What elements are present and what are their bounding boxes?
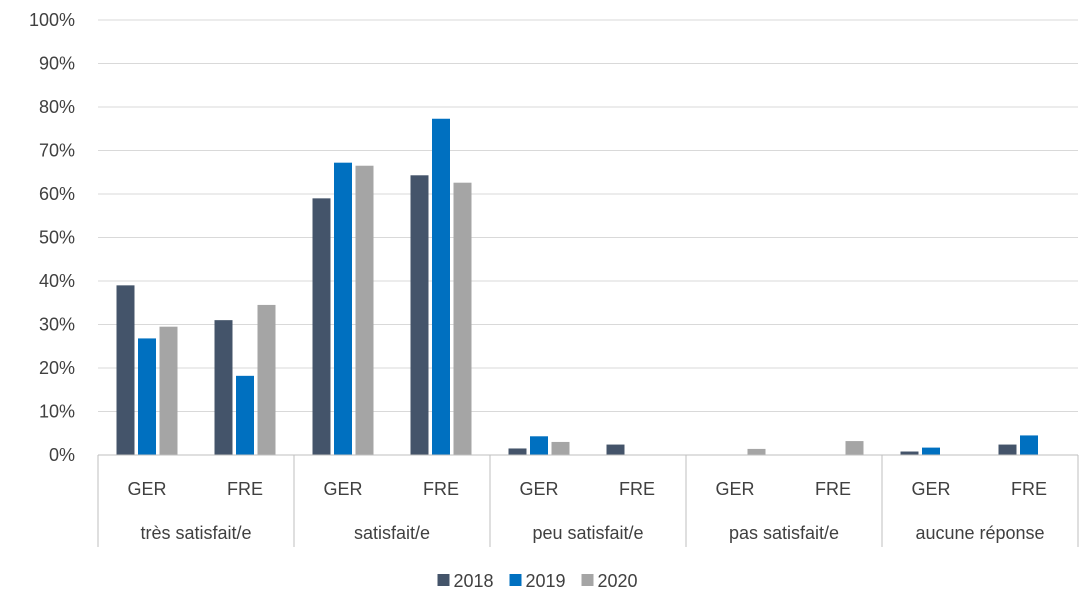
subcategory-label: GER [911, 479, 950, 499]
bar-2018 [117, 285, 135, 455]
subcategory-label: FRE [619, 479, 655, 499]
legend-label-2019: 2019 [526, 571, 566, 591]
bar-2019 [432, 119, 450, 455]
legend-label-2018: 2018 [454, 571, 494, 591]
legend-label-2020: 2020 [598, 571, 638, 591]
group-label: peu satisfait/e [532, 523, 643, 543]
x-axis: GER FRE très satisfait/e GER FRE satisfait/e G… [98, 455, 1078, 547]
bar-2020 [846, 441, 864, 455]
bar-2018 [411, 175, 429, 455]
bar-2019 [1020, 435, 1038, 455]
bar-2019 [138, 338, 156, 455]
bar-2020 [454, 183, 472, 455]
y-tick-label: 20% [39, 358, 75, 378]
subcategory-label: GER [127, 479, 166, 499]
bar-2019 [922, 448, 940, 455]
legend-swatch-2019 [510, 574, 522, 586]
legend-swatch-2018 [438, 574, 450, 586]
y-tick-label: 50% [39, 228, 75, 248]
bars [117, 119, 1039, 455]
legend-swatch-2020 [582, 574, 594, 586]
bar-2018 [607, 445, 625, 455]
y-axis-tick-labels: 0% 10% 20% 30% 40% 50% 60% 70% 80% 90% 100% [29, 10, 75, 465]
gridlines [98, 20, 1078, 412]
bar-2020 [258, 305, 276, 455]
group-label: aucune réponse [915, 523, 1044, 543]
subcategory-label: GER [323, 479, 362, 499]
subcategory-label: FRE [815, 479, 851, 499]
bar-2019 [530, 436, 548, 455]
y-tick-label: 0% [49, 445, 75, 465]
bar-2020 [160, 327, 178, 455]
y-tick-label: 80% [39, 97, 75, 117]
subcategory-label: FRE [423, 479, 459, 499]
subcategory-label: GER [519, 479, 558, 499]
y-tick-label: 100% [29, 10, 75, 30]
group-label: très satisfait/e [140, 523, 251, 543]
y-tick-label: 30% [39, 315, 75, 335]
group-label: pas satisfait/e [729, 523, 839, 543]
y-tick-label: 90% [39, 54, 75, 74]
subcategory-label: GER [715, 479, 754, 499]
bar-2019 [334, 163, 352, 455]
y-tick-label: 70% [39, 141, 75, 161]
bar-2020 [552, 442, 570, 455]
bar-2020 [748, 449, 766, 455]
subcategory-label: FRE [1011, 479, 1047, 499]
y-tick-label: 40% [39, 271, 75, 291]
bar-2018 [999, 445, 1017, 455]
y-tick-label: 60% [39, 184, 75, 204]
legend: 2018 2019 2020 [438, 571, 638, 591]
bar-2018 [901, 452, 919, 455]
bar-2018 [509, 448, 527, 455]
bar-2018 [215, 320, 233, 455]
bar-2018 [313, 198, 331, 455]
bar-2019 [236, 376, 254, 455]
subcategory-label: FRE [227, 479, 263, 499]
y-tick-label: 10% [39, 402, 75, 422]
group-label: satisfait/e [354, 523, 430, 543]
bar-2020 [356, 166, 374, 455]
